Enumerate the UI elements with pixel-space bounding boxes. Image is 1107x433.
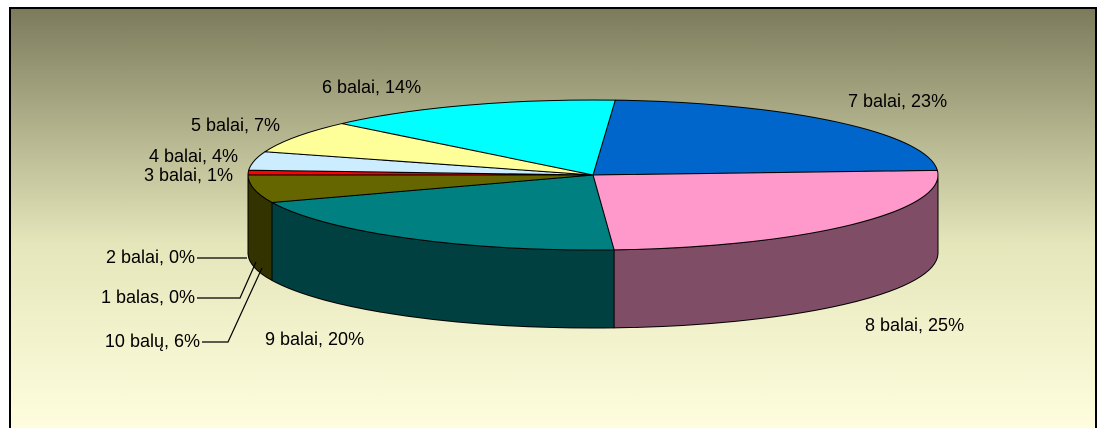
data-label: 1 balas, 0% xyxy=(101,287,195,307)
data-label: 3 balai, 1% xyxy=(144,165,233,185)
data-label: 2 balai, 0% xyxy=(106,247,195,267)
data-label: 4 balai, 4% xyxy=(149,146,238,166)
data-label: 5 balai, 7% xyxy=(191,115,280,135)
data-label: 8 balai, 25% xyxy=(865,315,964,335)
data-label: 9 balai, 20% xyxy=(265,329,364,349)
data-label: 10 balų, 6% xyxy=(105,331,200,351)
data-label: 6 balai, 14% xyxy=(322,77,421,97)
data-label: 7 balai, 23% xyxy=(848,91,947,111)
